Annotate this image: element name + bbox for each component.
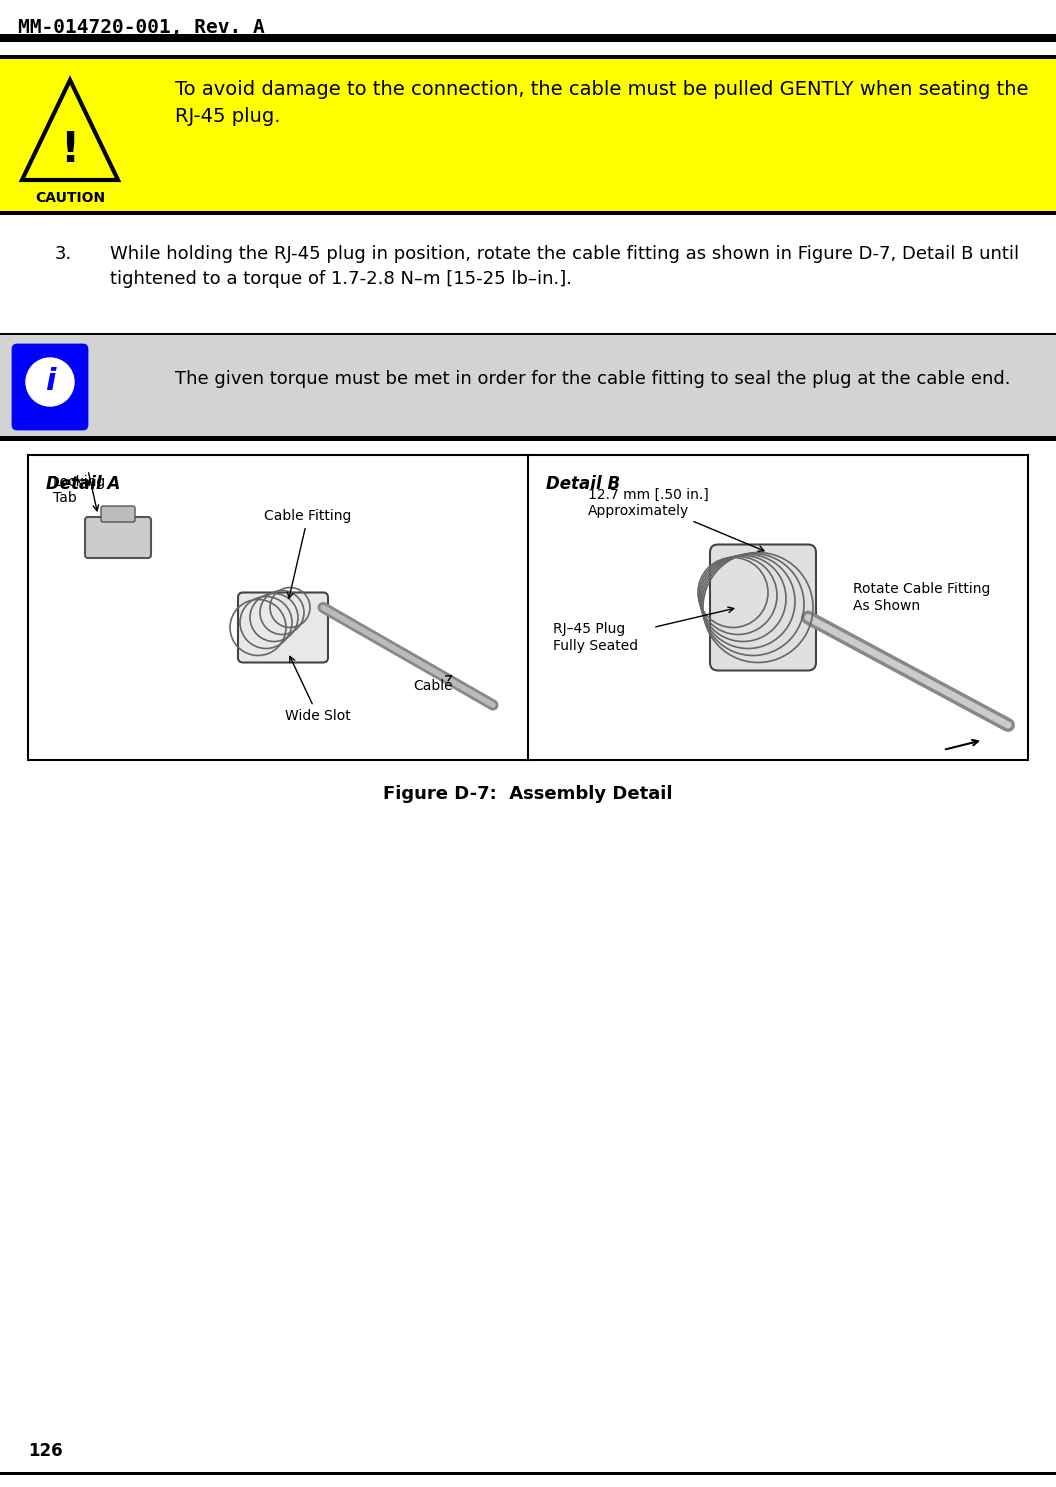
- Text: Detail B: Detail B: [546, 474, 620, 494]
- Text: Cable: Cable: [413, 675, 453, 693]
- FancyBboxPatch shape: [101, 506, 135, 522]
- FancyBboxPatch shape: [238, 592, 328, 663]
- Text: Locking
Tab: Locking Tab: [53, 474, 107, 506]
- Text: Figure D-7:  Assembly Detail: Figure D-7: Assembly Detail: [383, 785, 673, 803]
- FancyBboxPatch shape: [710, 544, 816, 671]
- Text: 126: 126: [29, 1442, 62, 1460]
- Text: While holding the RJ-45 plug in position, rotate the cable fitting as shown in F: While holding the RJ-45 plug in position…: [110, 245, 1019, 288]
- FancyBboxPatch shape: [84, 517, 151, 558]
- Bar: [0, 1472, 1056, 1475]
- Circle shape: [26, 358, 74, 406]
- Text: CAUTION: CAUTION: [35, 190, 105, 205]
- Text: i: i: [44, 367, 55, 397]
- Text: RJ–45 Plug
Fully Seated: RJ–45 Plug Fully Seated: [553, 623, 638, 653]
- Bar: [0, 55, 1056, 59]
- Text: !: !: [60, 129, 79, 171]
- Text: Detail A: Detail A: [46, 474, 120, 494]
- Bar: [29, 455, 1027, 760]
- Text: 12.7 mm [.50 in.]
Approximately: 12.7 mm [.50 in.] Approximately: [588, 488, 763, 552]
- Text: 3.: 3.: [55, 245, 72, 263]
- FancyBboxPatch shape: [13, 345, 87, 430]
- Polygon shape: [22, 80, 118, 180]
- Text: The given torque must be met in order for the cable fitting to seal the plug at : The given torque must be met in order fo…: [175, 370, 1011, 388]
- Text: Wide Slot: Wide Slot: [285, 656, 351, 723]
- Bar: [0, 436, 1056, 442]
- Bar: [0, 34, 1056, 42]
- Bar: [0, 333, 1056, 338]
- Text: NOTE: NOTE: [31, 419, 69, 433]
- Text: Rotate Cable Fitting
As Shown: Rotate Cable Fitting As Shown: [853, 583, 991, 613]
- Bar: [0, 335, 1056, 440]
- Text: MM-014720-001, Rev. A: MM-014720-001, Rev. A: [18, 18, 265, 37]
- Bar: [0, 211, 1056, 216]
- Text: Cable Fitting: Cable Fitting: [264, 509, 352, 598]
- Text: To avoid damage to the connection, the cable must be pulled GENTLY when seating : To avoid damage to the connection, the c…: [175, 80, 1029, 125]
- Bar: [0, 55, 1056, 216]
